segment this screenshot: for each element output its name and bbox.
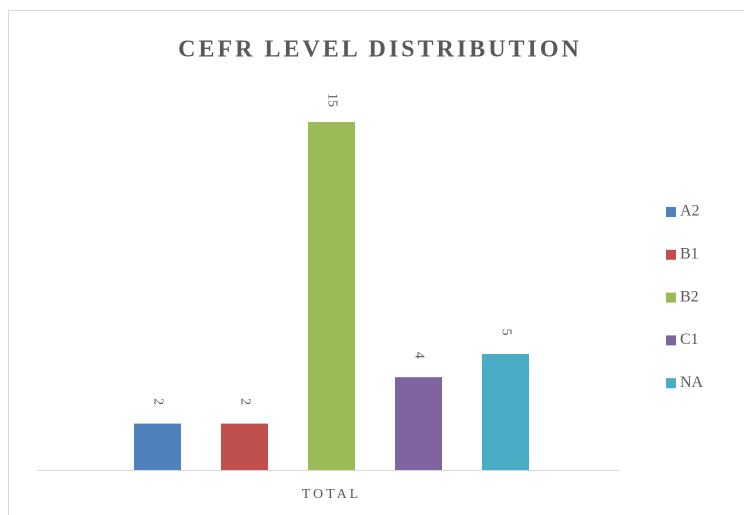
legend-swatch — [666, 378, 676, 389]
legend-swatch — [666, 207, 676, 217]
data-label: 15 — [324, 93, 339, 107]
legend-label: NA — [680, 374, 704, 391]
data-label: 5 — [498, 329, 513, 336]
bar — [221, 423, 268, 470]
legend-label: C1 — [680, 331, 699, 348]
legend-label: B2 — [680, 288, 699, 305]
bar — [308, 122, 355, 470]
chart-title: CEFR LEVEL DISTRIBUTION — [178, 37, 582, 63]
x-tick-label: TOTAL — [302, 487, 362, 502]
legend-swatch — [666, 335, 676, 346]
legend-swatch — [666, 249, 676, 260]
bar — [395, 377, 442, 470]
legend-swatch — [666, 292, 676, 303]
data-label: 2 — [150, 398, 165, 405]
legend-label: A2 — [680, 203, 700, 220]
bar — [482, 354, 529, 470]
chart-border — [8, 10, 744, 515]
legend-label: B1 — [680, 245, 699, 262]
bar — [134, 423, 181, 470]
data-label: 4 — [411, 352, 426, 359]
data-label: 2 — [237, 398, 252, 405]
